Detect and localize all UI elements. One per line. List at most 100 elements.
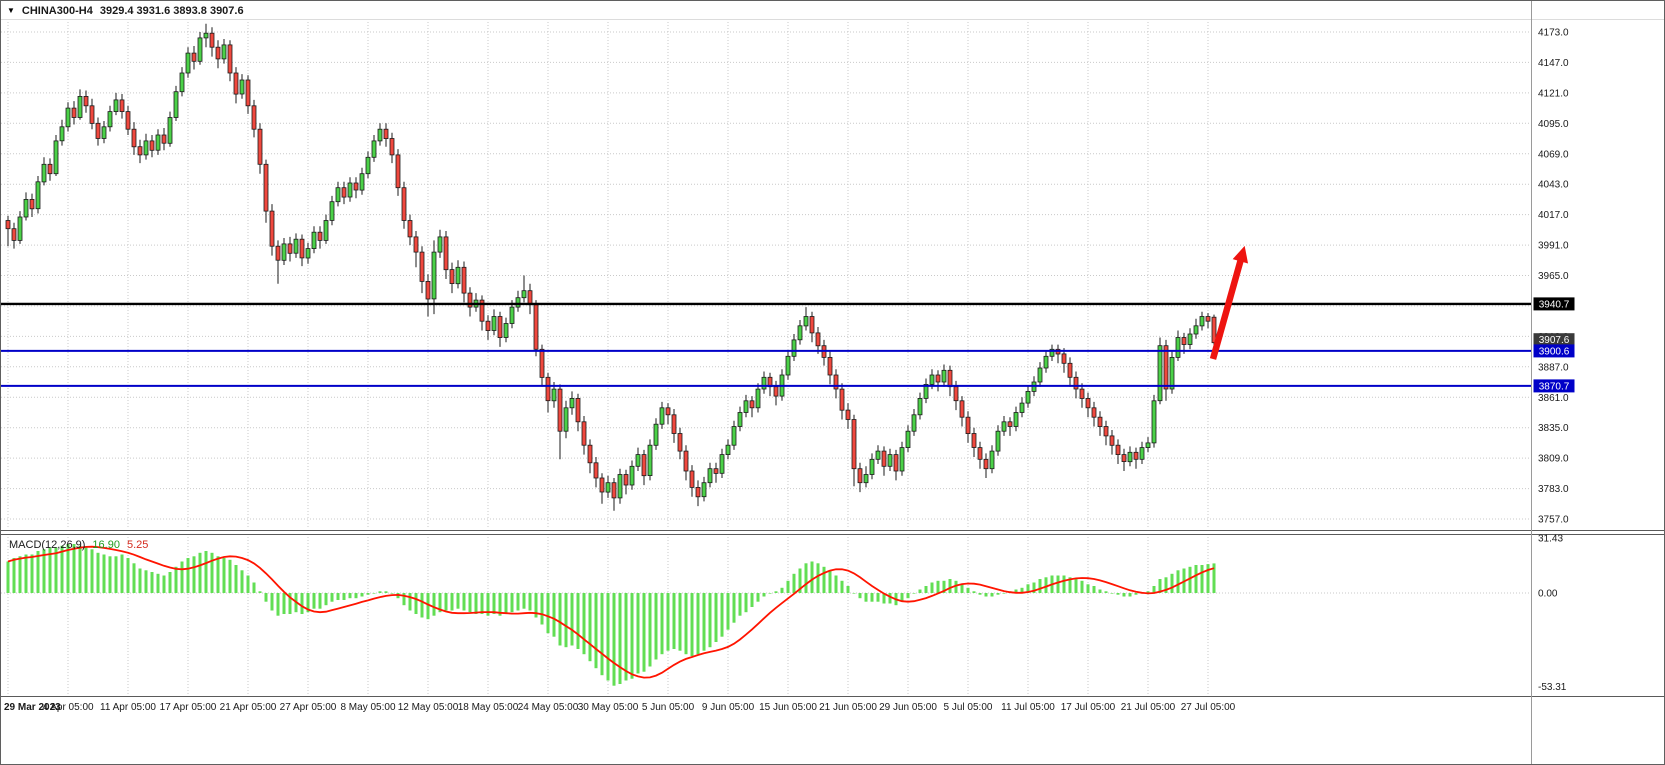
macd-bar (708, 593, 712, 648)
candle-body (671, 414, 677, 434)
candle-body (1079, 388, 1085, 399)
candle-body (647, 444, 653, 477)
time-axis-label: 21 Jul 05:00 (1121, 702, 1176, 713)
candle-body (437, 236, 443, 253)
macd-bar (1020, 587, 1024, 593)
macd-bar (288, 593, 292, 614)
macd-bar (864, 593, 868, 602)
macd-bar (66, 544, 70, 593)
macd-bar (558, 593, 562, 646)
candle-body (5, 220, 11, 230)
candle-body (59, 126, 65, 142)
candle-body (959, 400, 965, 418)
arrow-annotation[interactable] (1209, 245, 1249, 360)
macd-bar (60, 545, 64, 593)
macd-bar (654, 593, 658, 660)
macd-bar (1068, 577, 1072, 593)
macd-bar (378, 591, 382, 593)
macd-bar (1014, 589, 1018, 593)
macd-bar (360, 593, 364, 597)
candle-body (749, 400, 755, 409)
macd-bar (546, 593, 550, 634)
macd-bar (450, 593, 454, 611)
macd-bar (228, 559, 232, 593)
macd-bar (510, 593, 514, 613)
candle-body (509, 306, 515, 324)
time-axis-label: 21 Apr 05:00 (220, 702, 277, 713)
candle-body (497, 316, 503, 339)
macd-bar (246, 575, 250, 593)
macd-bar (474, 593, 478, 614)
candle-body (245, 79, 251, 107)
candle-body (797, 325, 803, 341)
macd-bar (966, 587, 970, 593)
macd-bar (1098, 589, 1102, 593)
candle-body (845, 409, 851, 420)
price-tick-label: 3783.0 (1538, 484, 1569, 495)
candle-body (545, 376, 551, 402)
candle-body (425, 280, 431, 300)
candle-body (1133, 451, 1139, 460)
candle-body (1061, 353, 1067, 364)
macd-bar (468, 593, 472, 613)
candle-body (23, 198, 29, 218)
symbol-dropdown-icon[interactable]: ▼ (7, 6, 15, 15)
candle-body (551, 388, 557, 402)
candle-body (407, 220, 413, 238)
macd-bar (1002, 593, 1006, 594)
candle-body (635, 454, 641, 467)
candle-body (1091, 407, 1097, 418)
macd-bar (834, 575, 838, 593)
macd-bar (438, 593, 442, 613)
candle-body (1097, 416, 1103, 428)
candle-body (863, 474, 869, 484)
candle-body (197, 37, 203, 62)
candle-body (593, 462, 599, 479)
macd-bar (798, 568, 802, 593)
time-axis-label: 5 Jun 05:00 (642, 702, 695, 713)
candle-body (989, 450, 995, 470)
candle-body (77, 96, 83, 118)
macd-bar (618, 593, 622, 684)
macd-bar (942, 580, 946, 593)
price-tick-label: 4095.0 (1538, 119, 1569, 130)
macd-bar (600, 593, 604, 676)
candle-body (899, 447, 905, 472)
candle-body (911, 414, 917, 432)
candle-body (665, 407, 671, 416)
candle-body (887, 454, 893, 467)
macd-bar (972, 591, 976, 593)
price-tick-label: 3861.0 (1538, 393, 1569, 404)
candle-body (113, 99, 119, 113)
macd-bar (462, 593, 466, 611)
candle-body (611, 482, 617, 499)
macd-bar (696, 593, 700, 655)
macd-bar (1116, 593, 1120, 595)
candle-body (833, 374, 839, 390)
macd-bar (498, 593, 502, 616)
macd-bar (678, 593, 682, 651)
candle-body (521, 290, 527, 299)
macd-bar (1122, 593, 1126, 597)
candle-body (569, 397, 575, 409)
price-tick-label: 4017.0 (1538, 210, 1569, 221)
candle-body (233, 72, 239, 95)
candle-body (917, 397, 923, 416)
macd-bar (1134, 593, 1138, 595)
macd-bar (504, 593, 508, 614)
macd-bar (516, 593, 520, 611)
macd-bar (108, 556, 112, 593)
candle-body (401, 187, 407, 221)
time-axis-label: 29 Jun 05:00 (879, 702, 937, 713)
candle-body (881, 450, 887, 467)
macd-bar (900, 593, 904, 602)
candle-body (107, 111, 113, 128)
candle-body (101, 126, 107, 139)
candle-body (167, 117, 173, 144)
price-badge (1533, 297, 1575, 311)
macd-bar (576, 593, 580, 649)
candle-body (731, 426, 737, 446)
candle-body (353, 182, 359, 191)
